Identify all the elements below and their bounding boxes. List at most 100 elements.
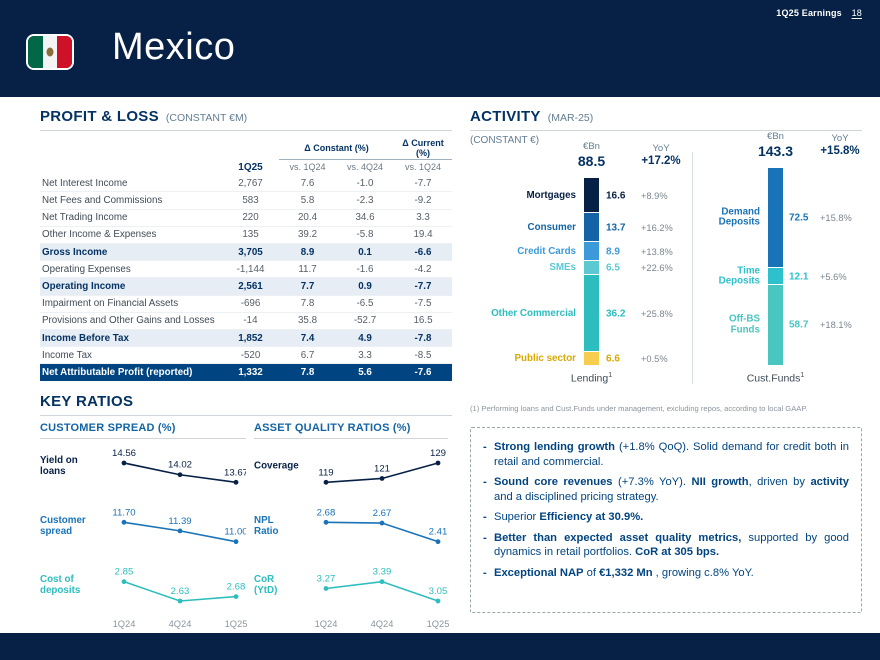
customer-spread-series-labels: Yield on loans Customer spread Cost of dep… — [40, 441, 100, 619]
pnl-cell: -14 — [243, 315, 258, 327]
pnl-cell: 7.6 — [300, 177, 315, 189]
pnl-heading: PROFIT & LOSS (CONSTANT €M) — [40, 108, 452, 131]
pnl-row-label: Operating Expenses — [42, 263, 131, 275]
svg-text:2.63: 2.63 — [171, 586, 190, 597]
asset-quality-title: ASSET QUALITY RATIOS (%) — [254, 422, 448, 439]
segment-label: SMEs — [549, 262, 576, 274]
highlight-item: - Better than expected asset quality metr… — [483, 531, 849, 560]
x-tick: 1Q24 — [314, 618, 338, 629]
col-1q25: 1Q25 — [238, 161, 263, 173]
pnl-cell: -5.8 — [356, 229, 374, 241]
segment-yoy: +0.5% — [641, 353, 668, 364]
customer-spread-panel: CUSTOMER SPREAD (%) Yield on loans Custom… — [40, 422, 248, 633]
page-number[interactable]: 18 — [851, 8, 862, 18]
deck-title: 1Q25 Earnings — [776, 8, 842, 18]
bar-axis-label: Lending1 — [570, 372, 613, 385]
slide-title: Mexico — [112, 26, 236, 68]
pnl-row: Impairment on Financial Assets -696 7.8 -6.… — [40, 295, 452, 313]
pnl-cell: 4.9 — [358, 332, 372, 344]
segment-yoy: +13.8% — [641, 246, 673, 257]
svg-text:14.02: 14.02 — [168, 459, 192, 470]
bullet-dash-icon: - — [483, 441, 487, 453]
pnl-table: Δ Constant (%) Δ Current (%) 1Q25 vs. 1Q… — [40, 135, 452, 381]
pnl-cell: -9.2 — [414, 195, 432, 207]
x-tick: 1Q25 — [224, 618, 248, 629]
right-column: ACTIVITY (MAR-25) (CONSTANT €) €Bn 88.5 Yo… — [470, 108, 862, 613]
pnl-row: Net Interest Income 2,767 7.6 -1.0 -7.7 — [40, 175, 452, 192]
mexico-flag-icon — [26, 34, 74, 70]
svg-text:14.56: 14.56 — [112, 448, 136, 459]
customer-spread-title: CUSTOMER SPREAD (%) — [40, 422, 246, 439]
pnl-row-label: Operating Income — [42, 281, 126, 292]
pnl-row-label: Income Tax — [42, 349, 92, 361]
svg-text:119: 119 — [318, 467, 333, 478]
pnl-cell: -7.6 — [414, 366, 432, 378]
segment-yoy: +25.8% — [641, 308, 673, 319]
flag-red-stripe — [57, 36, 72, 68]
pnl-row-label: Net Interest Income — [42, 177, 128, 189]
segment-label: Mortgages — [526, 189, 576, 201]
svg-text:3.39: 3.39 — [373, 566, 392, 577]
pnl-cell: 2,767 — [238, 177, 263, 189]
segment-label: Time Deposits — [718, 265, 760, 287]
pnl-cell: -7.7 — [414, 177, 432, 189]
pnl-row: Net Trading Income 220 20.4 34.6 3.3 — [40, 209, 452, 227]
pnl-row-label: Impairment on Financial Assets — [42, 298, 179, 310]
pnl-row: Income Tax -520 6.7 3.3 -8.5 — [40, 347, 452, 364]
pnl-cell: 7.4 — [300, 332, 315, 344]
bar-segment — [768, 284, 783, 365]
left-column: PROFIT & LOSS (CONSTANT €M) Δ Constant (… — [40, 108, 452, 633]
bar-segment — [768, 268, 783, 284]
pnl-cell: 20.4 — [297, 212, 318, 224]
segment-label: Consumer — [527, 221, 576, 233]
pnl-row-label: Provisions and Other Gains and Losses — [42, 315, 215, 327]
pnl-cell: -1,144 — [236, 263, 265, 275]
pnl-cell: 0.1 — [358, 246, 372, 258]
svg-text:11.70: 11.70 — [112, 507, 135, 518]
pnl-row: Net Fees and Commissions 583 5.8 -2.3 -9.2 — [40, 192, 452, 210]
pnl-cell: 1,852 — [238, 332, 263, 344]
bar-segment — [584, 178, 599, 213]
pnl-cell: 5.6 — [358, 366, 372, 378]
pnl-row-label: Net Fees and Commissions — [42, 195, 163, 207]
pnl-cell: 7.8 — [300, 366, 315, 378]
segment-value: 36.2 — [606, 308, 626, 320]
segment-value: 72.5 — [789, 212, 809, 224]
pnl-cell: 2,561 — [238, 281, 263, 292]
segment-value: 6.6 — [606, 353, 620, 365]
segment-yoy: +8.9% — [641, 190, 668, 201]
series-label: NPL Ratio — [254, 514, 279, 537]
pnl-row: Income Before Tax 1,852 7.4 4.9 -7.8 — [40, 329, 452, 347]
highlight-text: Strong lending growth (+1.8% QoQ). Solid… — [494, 441, 849, 468]
pnl-cell: 5.8 — [300, 195, 315, 207]
svg-text:2.85: 2.85 — [115, 566, 134, 577]
pnl-row: Gross Income 3,705 8.9 0.1 -6.6 — [40, 243, 452, 261]
pnl-cell: -52.7 — [353, 315, 377, 327]
pnl-cell: 7.7 — [300, 281, 315, 292]
x-tick: 1Q25 — [426, 618, 450, 629]
x-tick: 4Q24 — [370, 618, 394, 629]
pnl-cell: -4.2 — [414, 263, 432, 275]
lending-stacked-bar-chart: €Bn 88.5 YoY +17.2% Mortgages 16.6 +8.9% Consum… — [482, 141, 694, 400]
pnl-row: Operating Income 2,561 7.7 0.9 -7.7 — [40, 277, 452, 296]
pnl-cell: 7.8 — [300, 298, 315, 310]
activity-heading: ACTIVITY (MAR-25) — [470, 108, 862, 131]
bar-segment — [584, 213, 599, 242]
pnl-cell: -8.5 — [414, 349, 432, 361]
bullet-dash-icon: - — [483, 476, 487, 489]
segment-value: 6.5 — [606, 262, 620, 274]
segment-yoy: +16.2% — [641, 222, 673, 233]
pnl-row-label: Gross Income — [42, 246, 108, 258]
footer-band — [0, 633, 880, 660]
highlight-text: Sound core revenues (+7.3% YoY). NII gro… — [494, 476, 849, 503]
pnl-title: PROFIT & LOSS — [40, 108, 159, 125]
delta-constant-header: Δ Constant (%) — [279, 135, 394, 160]
page-reference: 1Q25 Earnings 18 — [776, 8, 862, 18]
activity-title: ACTIVITY — [470, 108, 541, 125]
pnl-row: Operating Expenses -1,144 11.7 -1.6 -4.2 — [40, 261, 452, 278]
pnl-subtitle: (CONSTANT €M) — [165, 112, 248, 124]
highlight-item: - Exceptional NAP of €1,332 Mn , growing … — [483, 566, 849, 581]
activity-charts: €Bn 88.5 YoY +17.2% Mortgages 16.6 +8.9% Consum… — [470, 131, 862, 400]
bar-axis-label: Cust.Funds1 — [746, 372, 805, 385]
bar-segment — [584, 275, 599, 351]
